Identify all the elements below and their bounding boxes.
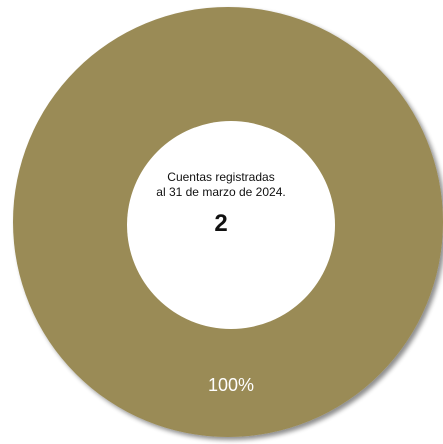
slice-label-100: 100% — [207, 375, 255, 395]
donut-hole — [127, 121, 335, 329]
center-label-line-1: Cuentas registradas — [167, 170, 275, 184]
center-label: Cuentas registradas al 31 de marzo de 20… — [121, 170, 321, 238]
center-value: 2 — [214, 210, 228, 237]
center-label-line-2: al 31 de marzo de 2024. — [156, 185, 286, 199]
